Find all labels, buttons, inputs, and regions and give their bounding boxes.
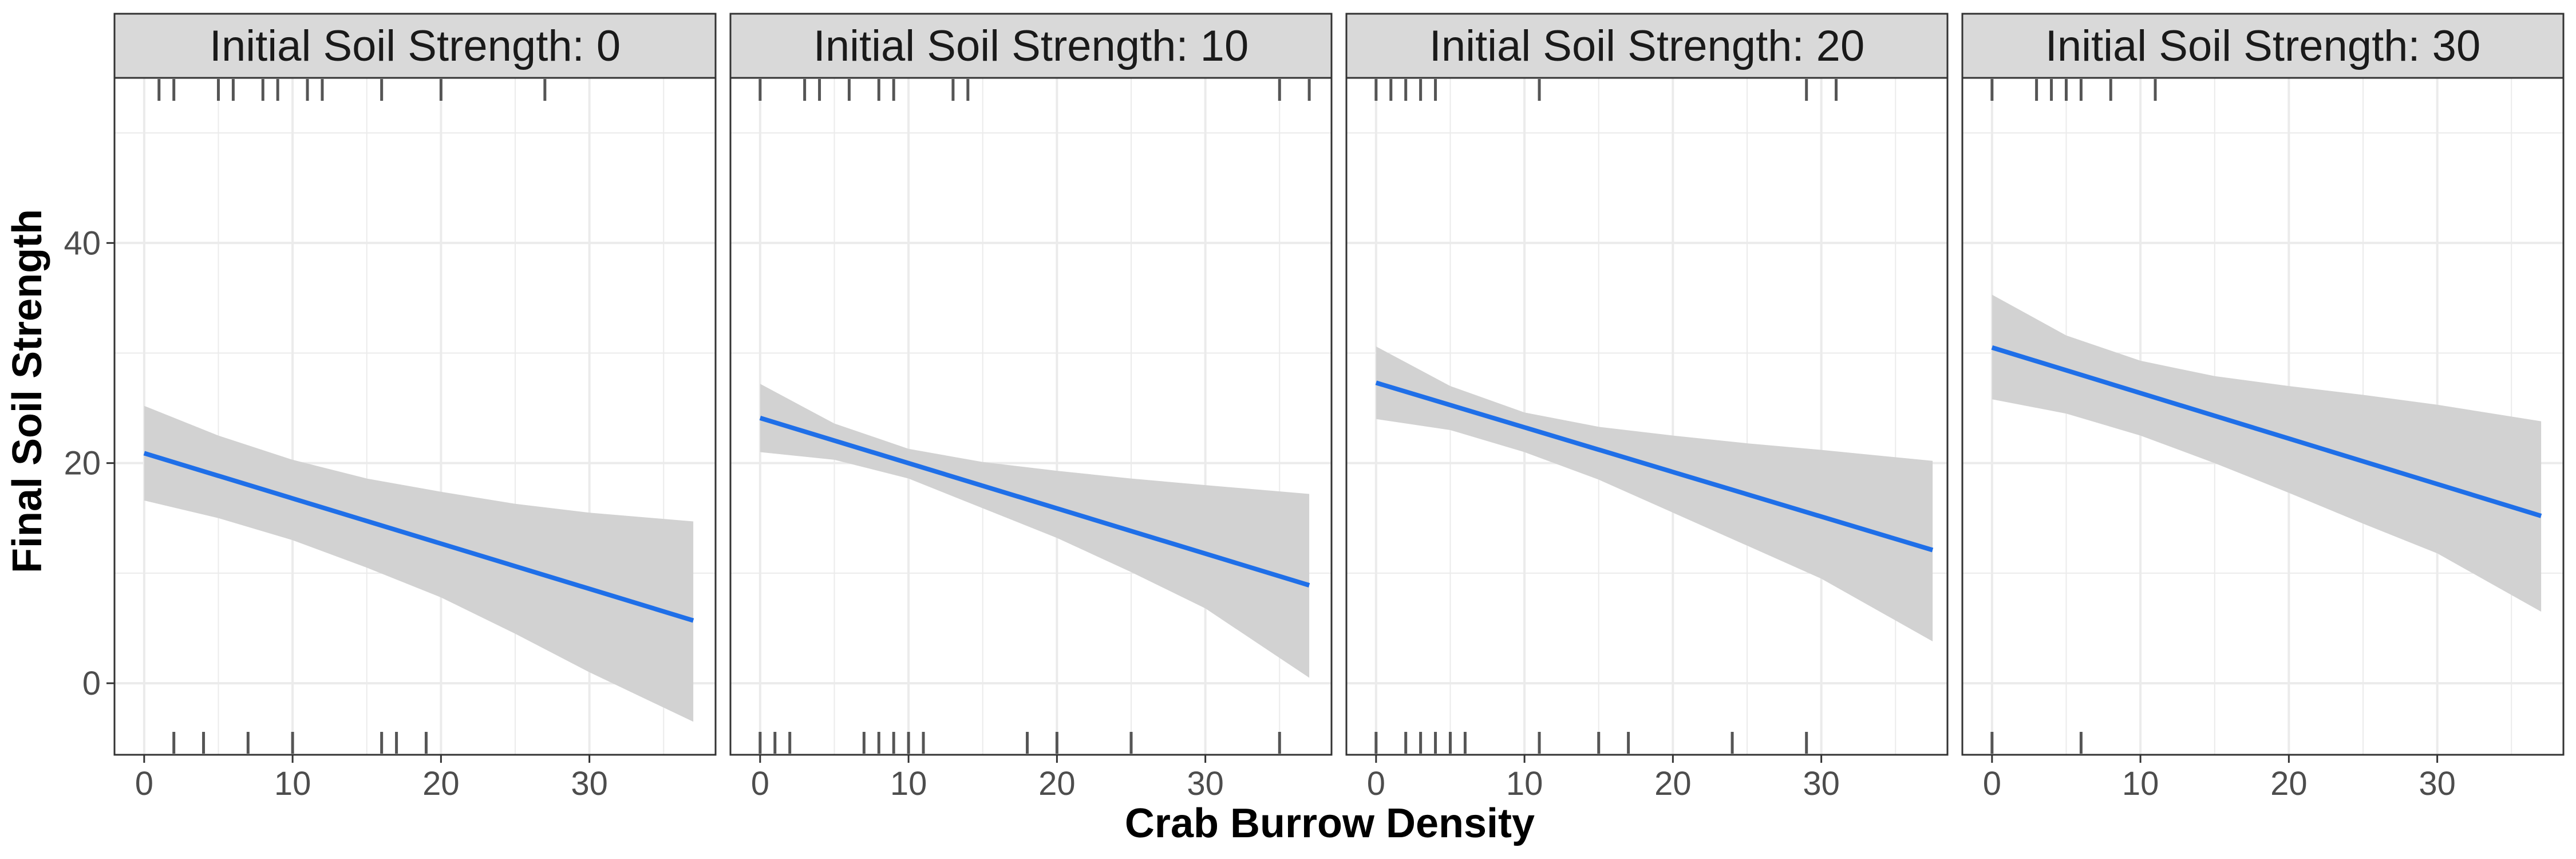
- facet-strip-label: Initial Soil Strength: 10: [813, 22, 1249, 70]
- facet-strip-label: Initial Soil Strength: 30: [2045, 22, 2480, 70]
- x-tick-label: 20: [422, 765, 460, 802]
- y-tick-label: 40: [64, 224, 101, 262]
- x-tick-label: 10: [1506, 765, 1543, 802]
- y-tick-label: 20: [64, 445, 101, 482]
- regression-line: [1375, 380, 1934, 553]
- confidence-ribbon: [1992, 294, 2542, 612]
- regression-line: [759, 416, 1310, 588]
- confidence-ribbon: [144, 405, 694, 722]
- x-tick-label: 10: [274, 765, 311, 802]
- x-tick-label: 20: [2270, 765, 2308, 802]
- x-tick-label: 30: [571, 765, 608, 802]
- y-tick-label: 0: [82, 665, 101, 702]
- x-tick-label: 30: [1187, 765, 1224, 802]
- facet-strip: [729, 13, 1333, 79]
- facet-panel: Initial Soil Strength: 20 0 10 20 30: [1345, 13, 1949, 802]
- facet-panel: Initial Soil Strength: 10 0 10 20 30: [729, 13, 1333, 802]
- confidence-ribbon: [1376, 346, 1933, 641]
- x-tick-label: 20: [1038, 765, 1076, 802]
- facet-strip: [1961, 13, 2565, 79]
- x-tick-label: 30: [1803, 765, 1840, 802]
- facet-strip-label: Initial Soil Strength: 0: [210, 22, 621, 70]
- x-tick-label: 10: [890, 765, 927, 802]
- regression-line: [143, 451, 694, 623]
- facet-panel: Initial Soil Strength: 30 0 10 20 30: [1961, 13, 2565, 802]
- facet-panel: Initial Soil Strength: 0 0 10 20 30: [113, 13, 717, 802]
- facet-strip: [113, 13, 717, 79]
- x-tick-label: 0: [135, 765, 153, 802]
- confidence-ribbon: [760, 384, 1310, 678]
- x-tick-label: 0: [1983, 765, 2001, 802]
- panel-background: [730, 78, 1332, 755]
- x-tick-label: 20: [1654, 765, 1692, 802]
- x-tick-label: 30: [2419, 765, 2456, 802]
- x-tick-label: 0: [1367, 765, 1385, 802]
- x-tick-label: 10: [2122, 765, 2159, 802]
- x-tick-label: 0: [751, 765, 769, 802]
- regression-line: [1991, 345, 2542, 518]
- facet-strip: [1345, 13, 1949, 79]
- facet-strip-label: Initial Soil Strength: 20: [1429, 22, 1864, 70]
- y-axis-title: Final Soil Strength: [5, 209, 50, 573]
- x-axis-title: Crab Burrow Density: [1125, 801, 1535, 846]
